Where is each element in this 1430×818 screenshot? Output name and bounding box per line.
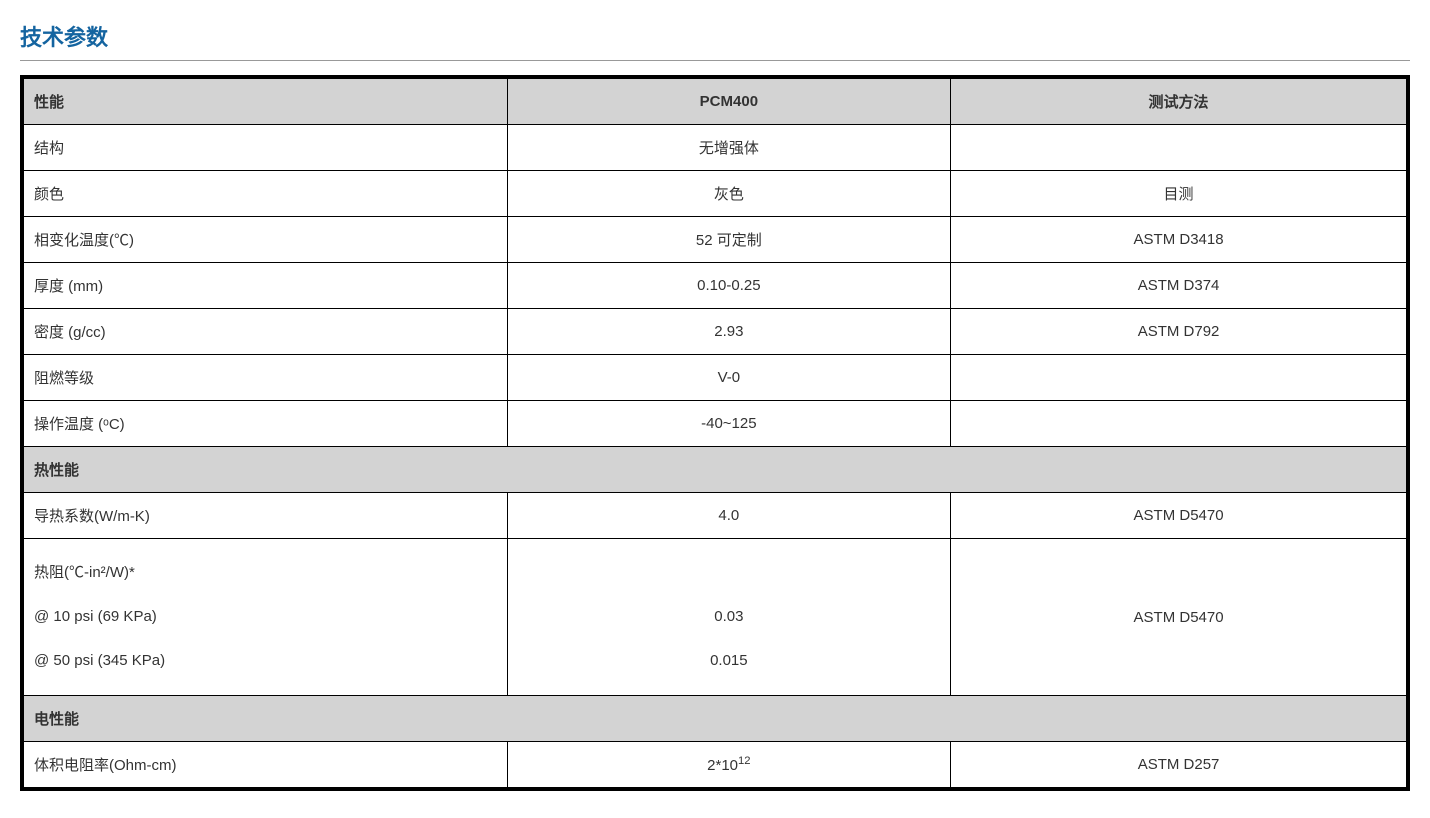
cell-val: -40~125 (507, 401, 951, 447)
cell-method: 目测 (951, 171, 1408, 217)
table-row: 导热系数(W/m-K) 4.0 ASTM D5470 (22, 493, 1408, 539)
spec-table: 性能 PCM400 测试方法 结构 无增强体 颜色 灰色 目测 相变化温度(℃)… (20, 75, 1410, 791)
tr-prop-line: @ 10 psi (69 KPa) (34, 595, 497, 639)
cell-val: 0.10-0.25 (507, 263, 951, 309)
section-label-electrical: 电性能 (22, 696, 1408, 742)
cell-val: 4.0 (507, 493, 951, 539)
table-row: 阻燃等级 V-0 (22, 355, 1408, 401)
cell-prop: 体积电阻率(Ohm-cm) (22, 742, 507, 790)
header-value: PCM400 (507, 77, 951, 125)
cell-prop: 操作温度 (ᵒC) (22, 401, 507, 447)
tr-val-line (518, 551, 941, 595)
cell-method (951, 401, 1408, 447)
cell-val: 52 可定制 (507, 217, 951, 263)
table-row: 密度 (g/cc) 2.93 ASTM D792 (22, 309, 1408, 355)
table-row: 厚度 (mm) 0.10-0.25 ASTM D374 (22, 263, 1408, 309)
section-label-thermal: 热性能 (22, 447, 1408, 493)
table-row-thermal-resistance: 热阻(℃-in²/W)* @ 10 psi (69 KPa) @ 50 psi … (22, 539, 1408, 696)
cell-prop: 阻燃等级 (22, 355, 507, 401)
tr-val-line: 0.03 (518, 595, 941, 639)
header-method: 测试方法 (951, 77, 1408, 125)
cell-val: 灰色 (507, 171, 951, 217)
cell-method: ASTM D3418 (951, 217, 1408, 263)
cell-method: ASTM D5470 (951, 539, 1408, 696)
cell-prop-multi: 热阻(℃-in²/W)* @ 10 psi (69 KPa) @ 50 psi … (22, 539, 507, 696)
cell-prop: 密度 (g/cc) (22, 309, 507, 355)
cell-method: ASTM D792 (951, 309, 1408, 355)
cell-val-multi: 0.03 0.015 (507, 539, 951, 696)
table-row: 体积电阻率(Ohm-cm) 2*1012 ASTM D257 (22, 742, 1408, 790)
cell-val: 2.93 (507, 309, 951, 355)
cell-method: ASTM D374 (951, 263, 1408, 309)
table-header-row: 性能 PCM400 测试方法 (22, 77, 1408, 125)
header-property: 性能 (22, 77, 507, 125)
table-row: 相变化温度(℃) 52 可定制 ASTM D3418 (22, 217, 1408, 263)
section-row-thermal: 热性能 (22, 447, 1408, 493)
section-row-electrical: 电性能 (22, 696, 1408, 742)
cell-val-sup: 2*1012 (507, 742, 951, 790)
cell-val: V-0 (507, 355, 951, 401)
tr-prop-line: 热阻(℃-in²/W)* (34, 551, 497, 595)
table-row: 结构 无增强体 (22, 125, 1408, 171)
cell-val: 无增强体 (507, 125, 951, 171)
cell-method (951, 125, 1408, 171)
tr-prop-line: @ 50 psi (345 KPa) (34, 639, 497, 683)
cell-method (951, 355, 1408, 401)
cell-prop: 颜色 (22, 171, 507, 217)
cell-method: ASTM D257 (951, 742, 1408, 790)
table-row: 操作温度 (ᵒC) -40~125 (22, 401, 1408, 447)
section-title: 技术参数 (20, 20, 1410, 61)
cell-method: ASTM D5470 (951, 493, 1408, 539)
cell-prop: 相变化温度(℃) (22, 217, 507, 263)
cell-prop: 厚度 (mm) (22, 263, 507, 309)
table-row: 颜色 灰色 目测 (22, 171, 1408, 217)
tr-val-line: 0.015 (518, 639, 941, 683)
val-base: 2*10 (707, 757, 738, 774)
cell-prop: 结构 (22, 125, 507, 171)
cell-prop: 导热系数(W/m-K) (22, 493, 507, 539)
val-exp: 12 (738, 755, 751, 767)
